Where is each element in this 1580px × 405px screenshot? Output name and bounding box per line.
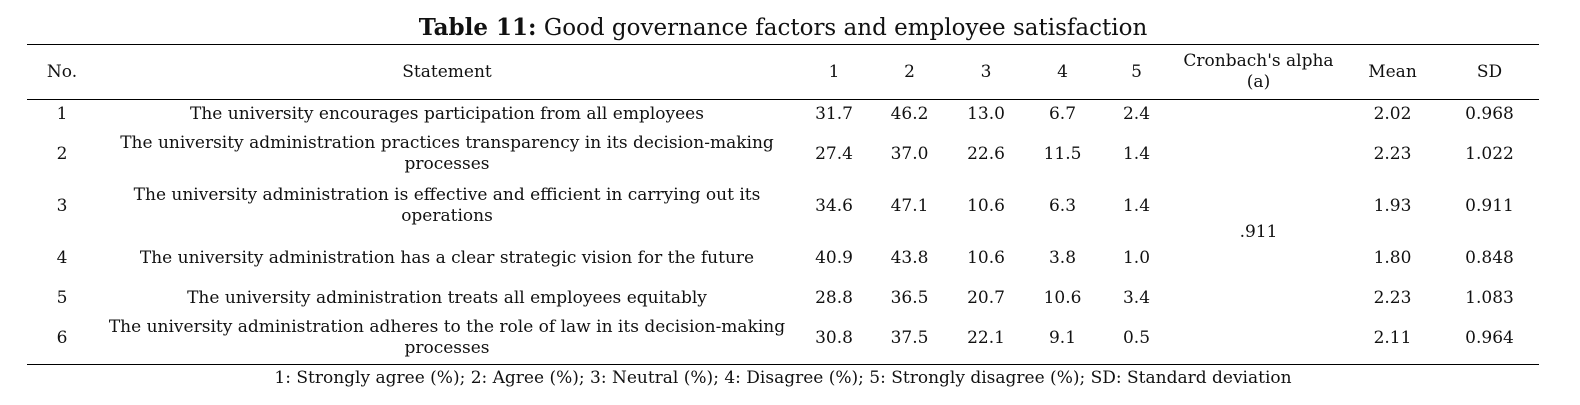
cell-mean: 1.80	[1373, 247, 1412, 268]
cell-v2: 43.8	[890, 247, 929, 268]
cell-no: 1	[56, 103, 68, 124]
header-row: No. Statement 1 2 3 4 5 Cronbach's alpha…	[27, 44, 1539, 100]
cell-mean: 2.23	[1373, 143, 1412, 164]
table-row: 5 The university administration treats a…	[27, 284, 1539, 312]
cell-mean: 1.93	[1373, 195, 1412, 216]
table-footnote: 1: Strongly agree (%); 2: Agree (%); 3: …	[274, 368, 1292, 388]
cell-v1: 31.7	[815, 103, 853, 124]
cell-v2: 37.0	[890, 143, 929, 164]
cell-cronbach-alpha: .911	[1239, 221, 1278, 242]
header-1: 1	[828, 61, 840, 82]
header-4: 4	[1057, 61, 1068, 82]
cell-no: 6	[56, 327, 68, 348]
cell-v3: 13.0	[967, 103, 1005, 124]
table-row: 2 The university administration practice…	[27, 128, 1539, 180]
cell-v5: 3.4	[1122, 287, 1151, 308]
cell-sd: 0.911	[1465, 195, 1514, 216]
cell-statement: The university administration practices …	[120, 133, 774, 174]
header-no: No.	[46, 61, 78, 82]
cell-v1: 34.6	[815, 195, 853, 216]
cell-v4: 3.8	[1048, 247, 1077, 268]
table-row: 1 The university encourages participatio…	[27, 100, 1539, 242]
table-caption-label: Table 11:	[418, 14, 537, 41]
header-5: 5	[1131, 61, 1142, 82]
cell-mean: 2.02	[1373, 103, 1412, 124]
cell-v3: 20.7	[967, 287, 1005, 308]
cell-statement: The university encourages participation …	[190, 103, 704, 124]
cell-sd: 0.968	[1465, 103, 1514, 124]
cell-v2: 37.5	[890, 327, 929, 348]
cell-v5: 1.4	[1122, 195, 1151, 216]
cell-v2: 36.5	[890, 287, 929, 308]
cell-v4: 10.6	[1043, 287, 1082, 308]
cell-v5: 1.4	[1122, 143, 1151, 164]
cell-v1: 28.8	[815, 287, 853, 308]
cell-v5: 1.0	[1122, 247, 1151, 268]
header-3: 3	[980, 61, 992, 82]
cell-v4: 6.3	[1048, 195, 1077, 216]
table-row: 3 The university administration is effec…	[27, 180, 1539, 232]
cell-no: 3	[56, 195, 68, 216]
cell-mean: 2.23	[1373, 287, 1412, 308]
header-mean: Mean	[1368, 61, 1417, 82]
table-row: 4 The university administration has a cl…	[27, 232, 1539, 284]
cell-v3: 10.6	[967, 247, 1005, 268]
cell-v5: 2.4	[1122, 103, 1151, 124]
data-table: No. Statement 1 2 3 4 5 Cronbach's alpha…	[27, 44, 1539, 365]
table-caption: Table 11: Good governance factors and em…	[27, 14, 1539, 42]
cell-v3: 10.6	[967, 195, 1005, 216]
cell-v3: 22.6	[967, 143, 1005, 164]
cell-v2: 46.2	[890, 103, 929, 124]
cell-v5: 0.5	[1122, 327, 1151, 348]
header-2: 2	[904, 61, 915, 82]
cell-statement: The university administration has a clea…	[139, 247, 755, 268]
cell-statement: The university administration treats all…	[187, 287, 707, 308]
cell-sd: 0.848	[1465, 247, 1514, 268]
header-sd: SD	[1476, 61, 1503, 82]
cell-v4: 11.5	[1043, 143, 1082, 164]
cell-mean: 2.11	[1373, 327, 1412, 348]
table-row: 6 The university administration adheres …	[27, 312, 1539, 365]
cell-sd: 0.964	[1465, 327, 1514, 348]
cell-v3: 22.1	[967, 327, 1005, 348]
cell-no: 5	[56, 287, 68, 308]
cell-v1: 27.4	[815, 143, 853, 164]
cell-sd: 1.083	[1465, 287, 1514, 308]
cell-no: 4	[56, 247, 68, 268]
table-caption-text: Good governance factors and employee sat…	[543, 15, 1148, 41]
cell-sd: 1.022	[1465, 143, 1514, 164]
header-statement: Statement	[402, 61, 492, 82]
cell-v2: 47.1	[890, 195, 929, 216]
table-container: Table 11: Good governance factors and em…	[27, 14, 1539, 390]
cell-statement: The university administration adheres to…	[108, 317, 786, 358]
cell-v4: 9.1	[1048, 327, 1077, 348]
cell-no: 2	[56, 143, 68, 164]
header-cronbach-alpha: Cronbach's alpha (a)	[1183, 51, 1334, 92]
cell-statement: The university administration is effecti…	[133, 185, 761, 226]
cell-v4: 6.7	[1048, 103, 1077, 124]
cell-v1: 30.8	[815, 327, 853, 348]
cell-v1: 40.9	[815, 247, 853, 268]
